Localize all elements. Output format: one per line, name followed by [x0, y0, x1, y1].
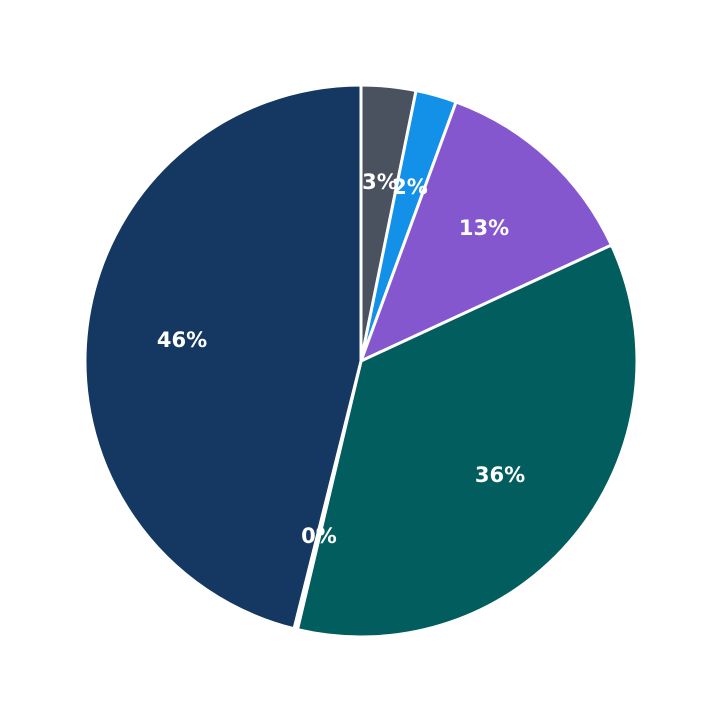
- slice-percent-label: 36%: [474, 463, 526, 487]
- slice-percent-label: 46%: [156, 328, 208, 352]
- slice-percent-label: 0%: [301, 524, 337, 548]
- slice-percent-label: 13%: [458, 216, 510, 240]
- pie-slice: [359, 100, 613, 363]
- slice-percent-label: 3%: [362, 170, 398, 194]
- slice-percent-label: 2%: [392, 175, 428, 199]
- pie-slice: [295, 243, 639, 639]
- pie-slice: [83, 83, 363, 631]
